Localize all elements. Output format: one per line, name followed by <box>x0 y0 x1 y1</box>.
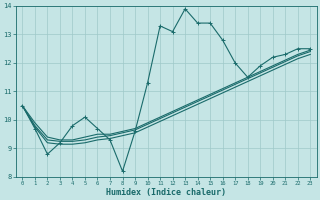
X-axis label: Humidex (Indice chaleur): Humidex (Indice chaleur) <box>106 188 226 197</box>
